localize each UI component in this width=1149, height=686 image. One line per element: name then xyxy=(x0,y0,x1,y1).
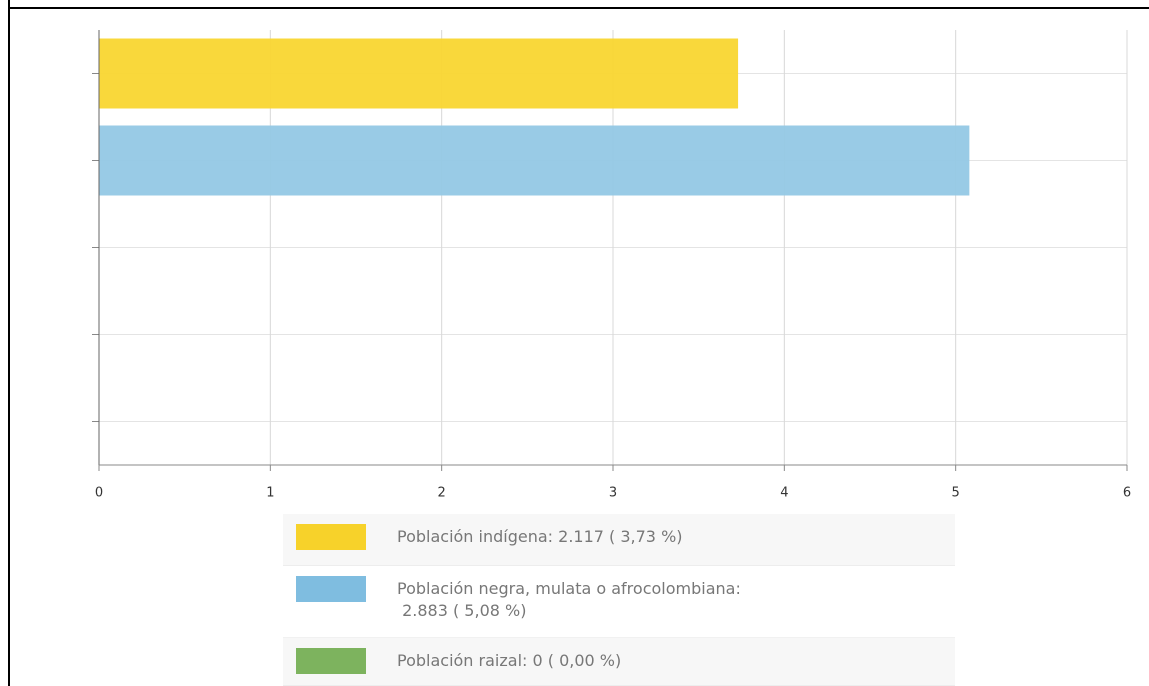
x-tick-label: 5 xyxy=(952,486,960,501)
x-tick-label: 3 xyxy=(609,486,617,501)
legend-row xyxy=(283,566,955,638)
legend-line: Población indígena: 2.117 ( 3,73 %) xyxy=(397,527,683,546)
legend-swatch xyxy=(296,524,366,550)
legend-swatch xyxy=(296,576,366,602)
legend-swatch xyxy=(296,648,366,674)
legend-row xyxy=(283,638,955,686)
bar xyxy=(99,38,739,109)
x-tick-label: 2 xyxy=(438,486,446,501)
legend-line: Población raizal: 0 ( 0,00 %) xyxy=(397,651,621,670)
legend-line: Población negra, mulata o afrocolombiana… xyxy=(397,579,741,598)
x-tick-label: 6 xyxy=(1123,486,1131,501)
legend-label: Población indígena: 2.117 ( 3,73 %) xyxy=(397,527,683,546)
x-tick-label: 1 xyxy=(266,486,274,501)
legend-label: Población raizal: 0 ( 0,00 %) xyxy=(397,651,621,670)
legend-label: Población negra, mulata o afrocolombiana… xyxy=(397,579,741,620)
x-tick-label: 4 xyxy=(780,486,788,501)
frame-left xyxy=(8,0,10,686)
legend-row xyxy=(283,514,955,566)
frame-top xyxy=(8,7,1149,9)
bar xyxy=(99,125,970,196)
x-tick-label: 0 xyxy=(95,486,103,501)
legend-line: 2.883 ( 5,08 %) xyxy=(397,601,526,620)
